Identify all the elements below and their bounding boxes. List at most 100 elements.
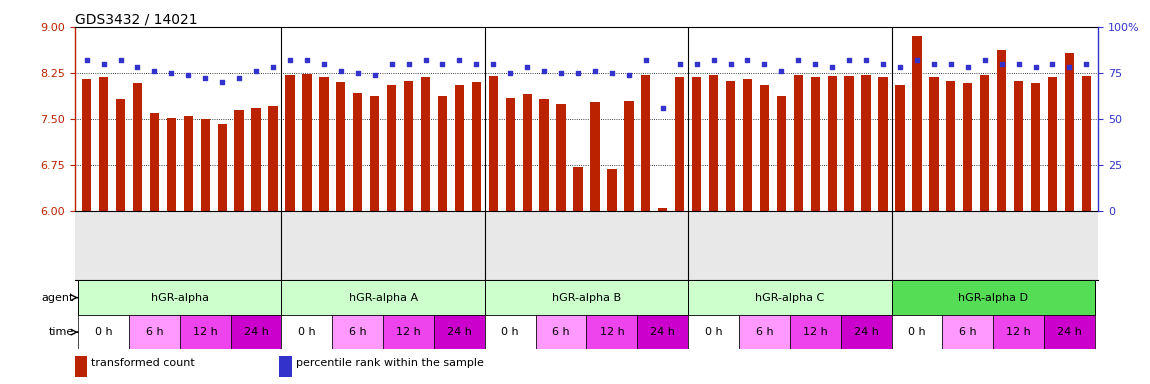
Point: [705, 57, 723, 63]
Bar: [590, 102, 599, 211]
Bar: [167, 118, 176, 211]
Text: percentile rank within the sample: percentile rank within the sample: [296, 358, 484, 368]
Text: 12 h: 12 h: [803, 327, 828, 337]
Bar: [692, 77, 702, 211]
Bar: [485, 280, 688, 315]
Point: [145, 68, 163, 74]
Point: [959, 65, 977, 71]
Point: [366, 72, 384, 78]
Text: 6 h: 6 h: [756, 327, 773, 337]
Bar: [536, 315, 586, 349]
Bar: [235, 110, 244, 211]
Bar: [828, 76, 837, 211]
Bar: [879, 77, 888, 211]
Bar: [980, 75, 989, 211]
Point: [263, 65, 282, 71]
Point: [637, 57, 655, 63]
Point: [721, 61, 739, 67]
Point: [315, 61, 334, 67]
Point: [1043, 61, 1061, 67]
Bar: [336, 82, 345, 211]
Text: hGR-alpha C: hGR-alpha C: [756, 293, 825, 303]
Bar: [320, 77, 329, 211]
Point: [348, 70, 367, 76]
Point: [756, 61, 774, 67]
Text: time: time: [48, 327, 74, 337]
Point: [585, 68, 604, 74]
Bar: [607, 169, 616, 211]
Text: 24 h: 24 h: [650, 327, 675, 337]
Bar: [454, 85, 465, 211]
Text: hGR-alpha B: hGR-alpha B: [552, 293, 621, 303]
Point: [129, 65, 147, 71]
Bar: [78, 315, 129, 349]
Bar: [642, 75, 651, 211]
Bar: [793, 75, 803, 211]
Point: [1060, 65, 1079, 71]
Text: 12 h: 12 h: [193, 327, 217, 337]
Point: [467, 61, 485, 67]
Point: [162, 70, 181, 76]
Point: [891, 65, 910, 71]
Bar: [282, 315, 332, 349]
Bar: [997, 50, 1006, 211]
Bar: [739, 315, 790, 349]
Text: 24 h: 24 h: [853, 327, 879, 337]
Text: 0 h: 0 h: [94, 327, 113, 337]
Point: [975, 57, 994, 63]
Bar: [844, 76, 853, 211]
Point: [772, 68, 790, 74]
Point: [94, 61, 113, 67]
Bar: [688, 315, 739, 349]
Bar: [861, 75, 871, 211]
Bar: [421, 77, 430, 211]
Bar: [332, 315, 383, 349]
Bar: [1044, 315, 1095, 349]
Point: [552, 70, 570, 76]
Point: [857, 57, 875, 63]
Bar: [200, 119, 210, 211]
Point: [1010, 61, 1028, 67]
Bar: [942, 315, 994, 349]
Bar: [485, 315, 536, 349]
Bar: [743, 79, 752, 211]
Text: 6 h: 6 h: [146, 327, 163, 337]
Bar: [557, 104, 566, 211]
Bar: [116, 99, 125, 211]
Bar: [99, 77, 108, 211]
Point: [603, 70, 621, 76]
Point: [179, 72, 198, 78]
Text: 24 h: 24 h: [447, 327, 472, 337]
Bar: [963, 83, 973, 211]
Bar: [637, 315, 688, 349]
Bar: [776, 96, 787, 211]
Point: [383, 61, 401, 67]
Bar: [252, 108, 261, 211]
Text: agent: agent: [41, 293, 74, 303]
Point: [298, 57, 316, 63]
Point: [874, 61, 892, 67]
Point: [331, 68, 350, 74]
Bar: [912, 36, 921, 211]
Bar: [506, 98, 515, 211]
Bar: [231, 315, 282, 349]
Point: [925, 61, 943, 67]
Bar: [179, 315, 231, 349]
Point: [434, 61, 452, 67]
Bar: [760, 85, 769, 211]
Point: [942, 61, 960, 67]
Bar: [688, 280, 891, 315]
Point: [569, 70, 588, 76]
Bar: [841, 315, 891, 349]
Point: [77, 57, 95, 63]
Bar: [891, 315, 942, 349]
Point: [1078, 61, 1096, 67]
Bar: [75, 356, 87, 377]
Point: [196, 75, 214, 81]
Text: 0 h: 0 h: [298, 327, 316, 337]
Text: GDS3432 / 14021: GDS3432 / 14021: [75, 13, 198, 27]
Point: [535, 68, 553, 74]
Point: [840, 57, 858, 63]
Bar: [489, 76, 498, 211]
Bar: [811, 77, 820, 211]
